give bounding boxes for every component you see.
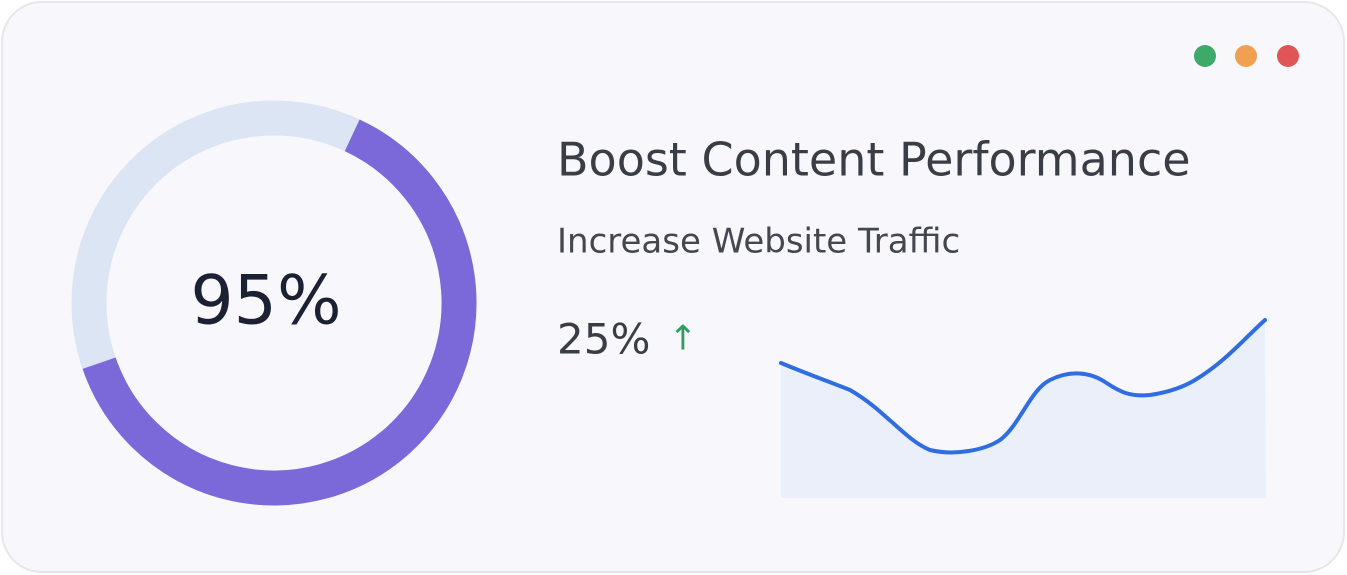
window-dot-orange[interactable] [1235, 45, 1257, 67]
title: Boost Content Performance [557, 133, 1191, 187]
gauge-arc [82, 119, 477, 506]
metric-value: 25% [557, 315, 650, 364]
sparkline-area [781, 320, 1266, 498]
window-dot-green[interactable] [1194, 45, 1216, 67]
subtitle: Increase Website Traffic [557, 222, 960, 262]
gauge-label: 95% [190, 262, 341, 341]
sparkline [779, 318, 1267, 455]
metric-arrow: ↑ [669, 319, 698, 359]
window-dot-red[interactable] [1277, 45, 1299, 67]
